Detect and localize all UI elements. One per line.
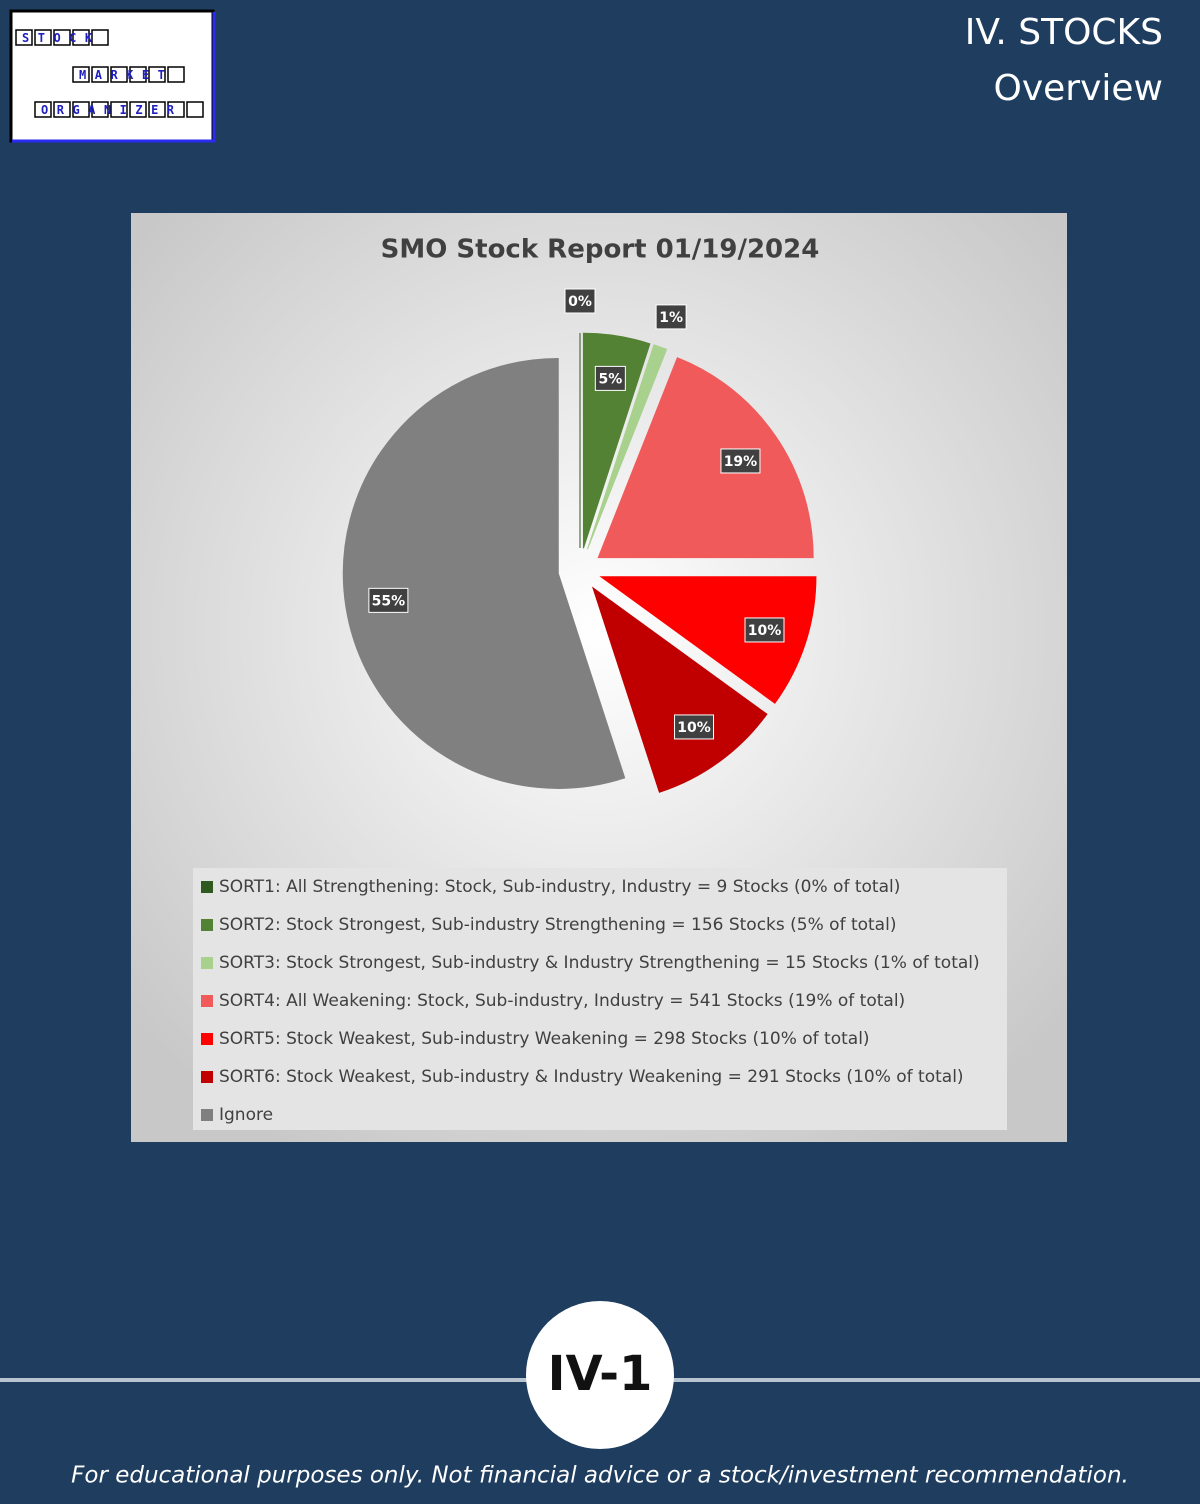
data-label-box xyxy=(674,714,715,740)
logo-cell xyxy=(72,29,90,46)
logo-cell xyxy=(72,101,90,118)
legend-label: SORT2: Stock Strongest, Sub-industry Str… xyxy=(219,915,896,935)
logo-cell xyxy=(91,101,109,118)
logo-word: MARKET xyxy=(79,68,173,82)
logo-cell xyxy=(110,66,128,83)
logo-cell xyxy=(34,101,52,118)
header-title: IV. STOCKS xyxy=(965,12,1163,53)
legend-label: SORT5: Stock Weakest, Sub-industry Weake… xyxy=(219,1029,870,1049)
legend: SORT1: All Strengthening: Stock, Sub-ind… xyxy=(201,877,980,1125)
logo: STOCK MARKET ORGANIZER xyxy=(9,9,216,143)
logo-cell xyxy=(53,29,71,46)
logo-cell xyxy=(167,101,185,118)
pie-slice xyxy=(586,344,668,550)
page-badge xyxy=(526,1301,674,1449)
data-label: 55% xyxy=(372,593,406,609)
legend-swatch xyxy=(201,1071,213,1083)
logo-cell xyxy=(148,66,166,83)
disclaimer: For educational purposes only. Not finan… xyxy=(71,1463,1129,1489)
legend-swatch xyxy=(201,957,213,969)
logo-cell xyxy=(91,29,109,46)
data-label: 1% xyxy=(659,310,683,326)
pie: 0% 5% 1% 19% 10% 10% 55% xyxy=(342,288,817,793)
legend-label: SORT6: Stock Weakest, Sub-industry & Ind… xyxy=(219,1067,964,1087)
data-label: 19% xyxy=(724,454,758,470)
pie-slice xyxy=(599,576,817,704)
data-label: 10% xyxy=(677,720,711,736)
legend-swatch xyxy=(201,919,213,931)
legend-swatch xyxy=(201,1109,213,1121)
logo-cell xyxy=(91,66,109,83)
logo-cell xyxy=(110,101,128,118)
logo-cell xyxy=(15,29,33,46)
legend-swatch xyxy=(201,995,213,1007)
pie-slice xyxy=(591,586,768,793)
legend-box xyxy=(193,868,1007,1130)
data-label-box xyxy=(744,617,785,643)
chart-title: SMO Stock Report 01/19/2024 xyxy=(381,235,820,265)
logo-edge xyxy=(12,12,216,143)
logo-cell xyxy=(53,101,71,118)
data-label: 0% xyxy=(568,294,592,310)
data-label-box xyxy=(720,448,761,474)
data-label: 10% xyxy=(748,623,782,639)
page-number: IV-1 xyxy=(548,1346,653,1402)
data-label-box xyxy=(655,304,687,330)
legend-label: SORT1: All Strengthening: Stock, Sub-ind… xyxy=(219,877,900,897)
data-label: 5% xyxy=(598,371,622,387)
header-subtitle: Overview xyxy=(994,68,1164,109)
legend-label: SORT4: All Weakening: Stock, Sub-industr… xyxy=(219,991,905,1011)
legend-label: SORT3: Stock Strongest, Sub-industry & I… xyxy=(219,953,980,973)
legend-label: Ignore xyxy=(219,1105,273,1125)
data-label-box xyxy=(564,288,596,314)
pie-slice xyxy=(342,357,626,789)
logo-word: ORGANIZER xyxy=(41,103,183,117)
data-label-box xyxy=(368,587,409,613)
data-label-box xyxy=(594,365,626,391)
logo-cell xyxy=(186,101,204,118)
logo-cell xyxy=(72,66,90,83)
logo-cell xyxy=(129,66,147,83)
logo-word: STOCK xyxy=(22,31,101,45)
logo-cell xyxy=(148,101,166,118)
logo-cell xyxy=(167,66,185,83)
legend-swatch xyxy=(201,881,213,893)
logo-cell xyxy=(34,29,52,46)
logo-cell xyxy=(129,101,147,118)
legend-swatch xyxy=(201,1033,213,1045)
pie-slice xyxy=(597,357,814,559)
